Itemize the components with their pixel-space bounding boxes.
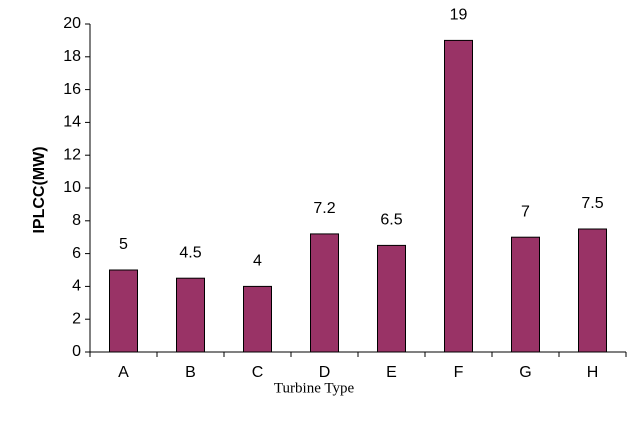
- x-tick-label: C: [252, 364, 264, 381]
- y-tick-label: 18: [63, 48, 81, 65]
- data-label: 7.2: [313, 200, 335, 217]
- x-tick-label: H: [587, 364, 599, 381]
- bar: [511, 236, 540, 353]
- x-tick-label: A: [118, 364, 129, 381]
- bar: [176, 277, 205, 353]
- y-tick-label: 16: [63, 81, 81, 98]
- bar: [578, 228, 607, 353]
- y-tick-label: 10: [63, 179, 81, 196]
- bar: [377, 244, 406, 353]
- data-label: 5: [119, 236, 128, 253]
- data-label: 4.5: [179, 244, 201, 261]
- y-axis-label: IPLCC(MW): [31, 146, 48, 233]
- x-tick-label: G: [519, 364, 531, 381]
- data-label: 4: [253, 253, 262, 270]
- y-tick-label: 12: [63, 146, 81, 163]
- y-tick-label: 4: [72, 278, 81, 295]
- bar: [444, 39, 473, 353]
- y-tick-label: 8: [72, 212, 81, 229]
- bar: [310, 233, 339, 353]
- bar: [109, 269, 138, 353]
- x-tick-label: B: [185, 364, 196, 381]
- y-tick-label: 14: [63, 114, 81, 131]
- data-label: 6.5: [380, 212, 402, 229]
- data-label: 7.5: [581, 195, 603, 212]
- y-tick-label: 20: [63, 15, 81, 32]
- y-tick-label: 0: [72, 343, 81, 360]
- data-label: 7: [521, 203, 530, 220]
- x-tick-label: F: [454, 364, 464, 381]
- y-tick-label: 2: [72, 310, 81, 327]
- x-tick-label: D: [319, 364, 331, 381]
- x-axis-label: Turbine Type: [274, 380, 355, 396]
- bar: [243, 285, 272, 353]
- x-tick-label: E: [386, 364, 397, 381]
- data-label: 19: [450, 7, 468, 24]
- y-tick-label: 6: [72, 245, 81, 262]
